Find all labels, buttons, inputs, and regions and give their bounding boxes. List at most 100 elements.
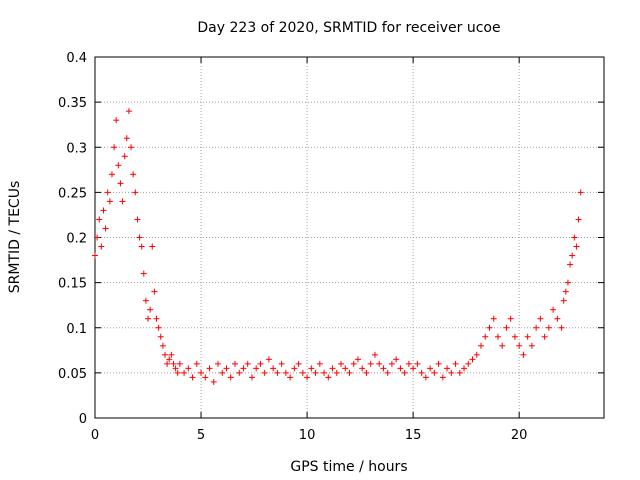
data-point <box>380 365 387 372</box>
data-point <box>545 324 552 331</box>
data-point <box>507 315 514 322</box>
data-point <box>550 306 557 313</box>
data-point <box>431 369 438 376</box>
data-point <box>499 342 506 349</box>
data-point <box>350 360 357 367</box>
data-point <box>181 369 188 376</box>
chart-title: Day 223 of 2020, SRMTID for receiver uco… <box>197 20 500 36</box>
data-point <box>206 365 213 372</box>
data-point <box>567 261 574 268</box>
data-point <box>541 333 548 340</box>
data-point <box>125 108 132 115</box>
data-point <box>149 243 156 250</box>
data-point <box>240 365 247 372</box>
data-point <box>145 315 152 322</box>
data-point <box>185 365 192 372</box>
data-point <box>482 333 489 340</box>
data-point <box>282 369 289 376</box>
y-axis-label: SRMTID / TECUs <box>7 181 23 294</box>
data-point <box>193 360 200 367</box>
data-point <box>397 365 404 372</box>
data-point <box>257 360 264 367</box>
data-point <box>278 360 285 367</box>
x-tick-label: 20 <box>511 428 528 443</box>
data-point <box>174 369 181 376</box>
data-point <box>312 369 319 376</box>
data-point <box>465 360 472 367</box>
data-point <box>108 171 115 178</box>
data-point <box>100 207 107 214</box>
data-point <box>142 297 149 304</box>
data-point <box>253 365 260 372</box>
data-point <box>113 117 120 124</box>
data-point <box>494 333 501 340</box>
y-tick-label: 0.25 <box>58 186 87 201</box>
data-point <box>367 360 374 367</box>
y-tick-label: 0 <box>79 412 87 427</box>
data-point <box>210 378 217 385</box>
data-point <box>295 360 302 367</box>
data-point <box>261 369 268 376</box>
x-tick-label: 10 <box>299 428 316 443</box>
data-point <box>130 171 137 178</box>
data-point <box>562 288 569 295</box>
data-point <box>215 360 222 367</box>
data-point <box>461 365 468 372</box>
data-point <box>503 324 510 331</box>
data-point <box>520 351 527 358</box>
data-point <box>164 360 171 367</box>
data-point <box>104 189 111 196</box>
data-point <box>153 315 160 322</box>
data-point <box>359 365 366 372</box>
axis-ticks: 0 0.05 0.1 0.15 0.2 0.25 0.3 0.35 0.4 0 5 10 15 20 <box>58 51 604 443</box>
data-point <box>227 374 234 381</box>
data-point <box>405 360 412 367</box>
data-point <box>98 243 105 250</box>
data-point <box>157 333 164 340</box>
data-point <box>448 369 455 376</box>
data-point <box>166 356 173 363</box>
data-point <box>128 144 135 151</box>
data-point <box>384 369 391 376</box>
data-point <box>147 306 154 313</box>
data-point <box>575 216 582 223</box>
data-point <box>119 198 126 205</box>
data-point <box>516 342 523 349</box>
data-point <box>106 198 113 205</box>
data-point <box>92 252 98 259</box>
y-tick-label: 0.1 <box>66 322 87 337</box>
data-point <box>151 288 158 295</box>
data-point <box>111 144 118 151</box>
data-point <box>161 351 168 358</box>
data-point <box>371 351 378 358</box>
data-point <box>117 180 124 187</box>
data-point <box>291 365 298 372</box>
data-point <box>427 365 434 372</box>
data-point <box>136 234 143 241</box>
data-point <box>132 189 139 196</box>
data-point <box>435 360 442 367</box>
data-point <box>439 374 446 381</box>
data-point <box>533 324 540 331</box>
x-tick-label: 0 <box>91 428 99 443</box>
data-point <box>134 216 141 223</box>
data-points <box>92 108 584 385</box>
y-tick-label: 0.15 <box>58 277 87 292</box>
data-point <box>155 324 162 331</box>
data-point <box>176 360 183 367</box>
data-point <box>115 162 122 169</box>
data-point <box>140 270 147 277</box>
data-point <box>329 365 336 372</box>
data-point <box>308 365 315 372</box>
data-point <box>189 374 196 381</box>
data-point <box>333 369 340 376</box>
data-point <box>560 297 567 304</box>
data-point <box>456 369 463 376</box>
data-point <box>138 243 145 250</box>
data-point <box>511 333 518 340</box>
data-point <box>414 360 421 367</box>
data-point <box>198 369 205 376</box>
data-point <box>236 369 243 376</box>
data-point <box>202 374 209 381</box>
